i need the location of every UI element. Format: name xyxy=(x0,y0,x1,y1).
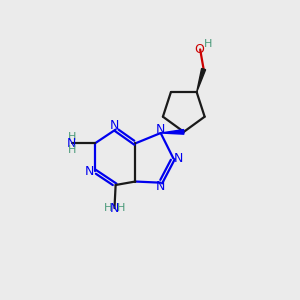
Text: N: N xyxy=(67,137,76,150)
Text: N: N xyxy=(156,180,165,193)
Text: H: H xyxy=(204,39,212,49)
Text: H: H xyxy=(68,132,76,142)
Text: N: N xyxy=(156,123,165,136)
Text: H: H xyxy=(104,203,112,213)
Text: H: H xyxy=(68,145,76,155)
Polygon shape xyxy=(161,130,184,134)
Text: N: N xyxy=(110,119,119,132)
Text: N: N xyxy=(110,202,119,214)
Text: N: N xyxy=(85,165,94,178)
Text: O: O xyxy=(194,43,204,56)
Polygon shape xyxy=(197,68,206,92)
Text: H: H xyxy=(117,203,125,213)
Text: N: N xyxy=(174,152,183,165)
